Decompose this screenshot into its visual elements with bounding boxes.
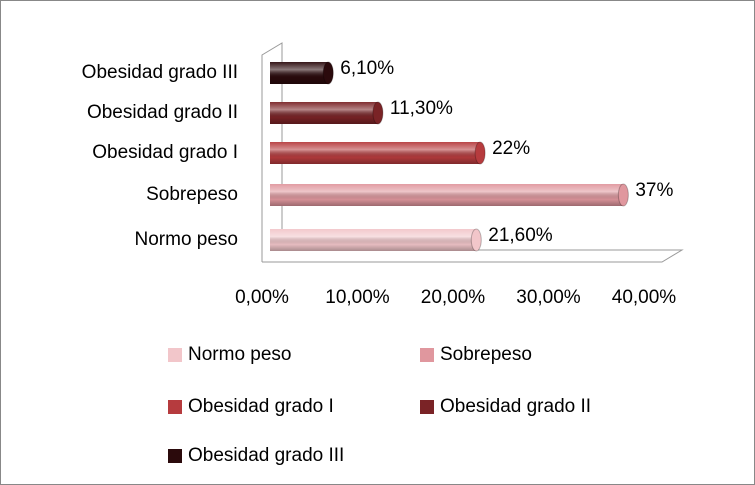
bar-cap: [470, 228, 482, 252]
value-label: 22%: [492, 138, 530, 159]
bar-shine: [270, 102, 378, 124]
legend-label: Obesidad grado I: [188, 396, 334, 417]
value-label: 6,10%: [340, 58, 394, 79]
bar-shine: [270, 229, 477, 251]
legend-label: Obesidad grado III: [188, 445, 344, 466]
floor: [262, 249, 684, 263]
legend-swatch: [420, 400, 434, 414]
bar-cap: [474, 141, 486, 165]
x-tick-label: 10,00%: [325, 287, 390, 308]
legend-swatch: [168, 348, 182, 362]
x-tick-label: 20,00%: [421, 287, 486, 308]
value-label: 37%: [635, 180, 673, 201]
y-tick-label: Obesidad grado III: [82, 62, 238, 83]
x-tick-label: 40,00%: [612, 287, 677, 308]
x-tick-label: 0,00%: [235, 287, 289, 308]
legend-label: Obesidad grado II: [440, 396, 591, 417]
y-tick-label: Normo peso: [135, 229, 239, 250]
bar-cap: [617, 183, 629, 207]
value-label: 21,60%: [488, 225, 553, 246]
bar-cap: [372, 101, 384, 125]
x-tick-label: 30,00%: [516, 287, 581, 308]
legend-swatch: [420, 348, 434, 362]
y-tick-label: Obesidad grado I: [92, 142, 238, 163]
y-tick-label: Obesidad grado II: [87, 102, 238, 123]
y-tick-label: Sobrepeso: [146, 184, 238, 205]
legend-label: Normo peso: [188, 344, 292, 365]
bar-shine: [270, 142, 481, 164]
bar-cap: [322, 61, 334, 85]
legend-label: Sobrepeso: [440, 344, 532, 365]
bar-shine: [270, 62, 329, 84]
legend-swatch: [168, 400, 182, 414]
value-label: 11,30%: [390, 98, 453, 119]
bar-shine: [270, 184, 624, 206]
legend-swatch: [168, 449, 182, 463]
